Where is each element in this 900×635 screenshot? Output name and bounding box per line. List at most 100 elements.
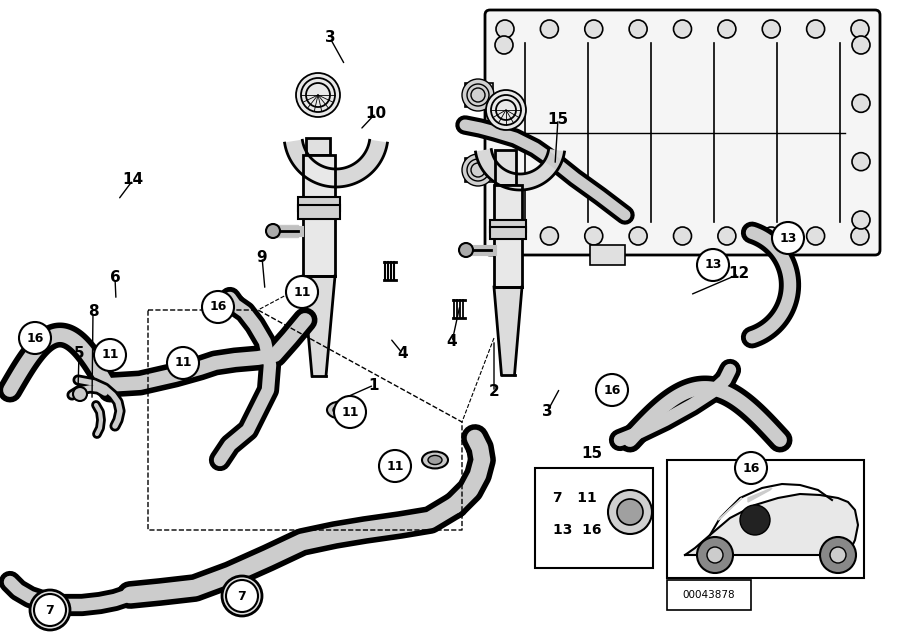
Bar <box>298 197 340 211</box>
Circle shape <box>851 20 869 38</box>
Text: 16: 16 <box>210 300 227 314</box>
Circle shape <box>585 227 603 245</box>
Text: 6: 6 <box>110 271 121 286</box>
Circle shape <box>707 547 723 563</box>
Circle shape <box>820 537 856 573</box>
Text: 16: 16 <box>26 331 44 345</box>
Circle shape <box>617 499 643 525</box>
Ellipse shape <box>292 284 318 300</box>
FancyBboxPatch shape <box>485 10 880 255</box>
Bar <box>495 150 516 185</box>
Bar <box>303 155 335 205</box>
Circle shape <box>34 594 66 626</box>
Polygon shape <box>718 498 742 520</box>
Bar <box>667 460 864 578</box>
Circle shape <box>202 291 234 323</box>
Circle shape <box>596 374 628 406</box>
Bar <box>303 211 335 276</box>
Circle shape <box>495 211 513 229</box>
Circle shape <box>718 20 736 38</box>
Text: 9: 9 <box>256 250 267 265</box>
Polygon shape <box>284 140 387 187</box>
Circle shape <box>740 505 770 535</box>
Bar <box>590 245 625 265</box>
Text: 11: 11 <box>175 356 192 370</box>
Text: 13  16: 13 16 <box>553 523 601 537</box>
Polygon shape <box>748 488 772 502</box>
Text: 15: 15 <box>581 446 603 460</box>
Text: 11: 11 <box>341 406 359 418</box>
Circle shape <box>629 20 647 38</box>
Circle shape <box>608 490 652 534</box>
Circle shape <box>673 227 691 245</box>
Circle shape <box>334 396 366 428</box>
Circle shape <box>496 20 514 38</box>
Circle shape <box>462 79 494 111</box>
Circle shape <box>296 73 340 117</box>
Polygon shape <box>475 149 564 190</box>
Bar <box>535 468 653 568</box>
Bar <box>465 83 493 107</box>
Circle shape <box>266 224 280 238</box>
Text: 15: 15 <box>547 112 569 126</box>
Bar <box>667 580 751 610</box>
Text: 16: 16 <box>603 384 621 396</box>
Bar <box>465 158 493 182</box>
Text: 16: 16 <box>742 462 760 474</box>
Circle shape <box>30 590 70 630</box>
Circle shape <box>222 576 262 616</box>
Bar <box>494 232 522 287</box>
Circle shape <box>673 20 691 38</box>
Circle shape <box>629 227 647 245</box>
Circle shape <box>852 95 870 112</box>
Ellipse shape <box>298 288 312 297</box>
Circle shape <box>806 20 824 38</box>
Circle shape <box>762 227 780 245</box>
Polygon shape <box>685 494 858 555</box>
Text: 4: 4 <box>446 335 457 349</box>
Circle shape <box>286 276 318 308</box>
Ellipse shape <box>327 401 353 418</box>
Ellipse shape <box>428 455 442 465</box>
Text: 1: 1 <box>369 377 379 392</box>
Text: 4: 4 <box>398 347 409 361</box>
Text: 13: 13 <box>705 258 722 272</box>
Circle shape <box>852 152 870 171</box>
Bar <box>490 227 526 239</box>
Circle shape <box>852 211 870 229</box>
Polygon shape <box>303 276 335 376</box>
Bar <box>494 185 522 227</box>
Text: 12: 12 <box>728 267 750 281</box>
Circle shape <box>697 249 729 281</box>
Text: 5: 5 <box>74 347 85 361</box>
Text: 10: 10 <box>365 105 387 121</box>
Ellipse shape <box>97 347 123 363</box>
Circle shape <box>772 222 804 254</box>
Text: 8: 8 <box>87 305 98 319</box>
Ellipse shape <box>176 358 190 368</box>
Circle shape <box>462 154 494 186</box>
Bar <box>298 205 340 219</box>
Circle shape <box>495 95 513 112</box>
Text: 11: 11 <box>293 286 310 298</box>
Text: 13: 13 <box>779 232 796 244</box>
Bar <box>490 220 526 232</box>
Circle shape <box>851 227 869 245</box>
Circle shape <box>167 347 199 379</box>
Circle shape <box>226 580 258 612</box>
Circle shape <box>806 227 824 245</box>
Text: 00043878: 00043878 <box>683 590 735 600</box>
Ellipse shape <box>333 406 347 415</box>
Polygon shape <box>273 225 298 237</box>
Circle shape <box>459 243 473 257</box>
Circle shape <box>762 20 780 38</box>
Circle shape <box>540 20 558 38</box>
Circle shape <box>718 227 736 245</box>
Text: 11: 11 <box>101 349 119 361</box>
Circle shape <box>697 537 733 573</box>
Circle shape <box>379 450 411 482</box>
Text: 7   11: 7 11 <box>553 491 597 505</box>
Circle shape <box>852 36 870 54</box>
Circle shape <box>540 227 558 245</box>
Ellipse shape <box>422 451 448 469</box>
